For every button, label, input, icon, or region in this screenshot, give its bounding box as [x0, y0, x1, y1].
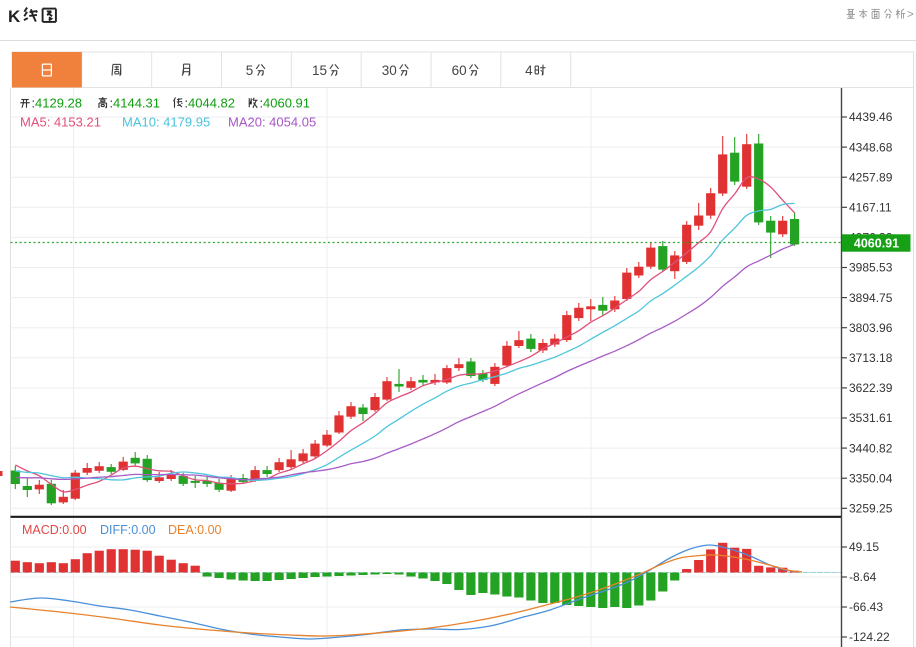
- svg-text:30: 30: [382, 63, 397, 78]
- svg-text:K: K: [8, 7, 21, 26]
- svg-text:3259.25: 3259.25: [849, 502, 893, 516]
- svg-text:4060.91: 4060.91: [854, 236, 899, 250]
- svg-text:3622.39: 3622.39: [849, 381, 893, 395]
- svg-text:3350.04: 3350.04: [849, 471, 893, 485]
- svg-text:MA20: 4054.05: MA20: 4054.05: [228, 115, 316, 130]
- svg-text:60: 60: [452, 63, 467, 78]
- svg-text:3440.82: 3440.82: [849, 441, 893, 455]
- svg-text:MA5: 4153.21: MA5: 4153.21: [20, 115, 101, 130]
- svg-text:DEA:0.00: DEA:0.00: [168, 523, 222, 537]
- svg-text:4348.68: 4348.68: [849, 140, 893, 154]
- svg-text::: :: [185, 96, 189, 111]
- svg-text:5: 5: [246, 63, 254, 78]
- svg-text::: :: [32, 96, 36, 111]
- svg-text:3894.75: 3894.75: [849, 291, 893, 305]
- svg-text:4167.11: 4167.11: [849, 201, 892, 215]
- svg-text:-124.22: -124.22: [849, 630, 890, 644]
- svg-text:3713.18: 3713.18: [849, 351, 893, 365]
- svg-text:3803.96: 3803.96: [849, 321, 893, 335]
- svg-text:4257.89: 4257.89: [849, 170, 893, 184]
- svg-text:3531.61: 3531.61: [849, 411, 893, 425]
- svg-text:4129.28: 4129.28: [35, 96, 82, 111]
- svg-text:4060.91: 4060.91: [263, 96, 310, 111]
- svg-text:4044.82: 4044.82: [188, 96, 235, 111]
- svg-text::: :: [110, 96, 114, 111]
- svg-text:-66.43: -66.43: [849, 600, 883, 614]
- svg-text:49.15: 49.15: [849, 540, 879, 554]
- svg-text:>: >: [907, 9, 914, 21]
- svg-text:DIFF:0.00: DIFF:0.00: [100, 523, 156, 537]
- svg-text::: :: [260, 96, 264, 111]
- svg-text:MACD:0.00: MACD:0.00: [22, 523, 87, 537]
- svg-text:-8.64: -8.64: [849, 570, 877, 584]
- svg-text:4144.31: 4144.31: [113, 96, 160, 111]
- svg-text:4: 4: [525, 63, 533, 78]
- svg-text:MA10: 4179.95: MA10: 4179.95: [122, 115, 210, 130]
- svg-text:4439.46: 4439.46: [849, 110, 893, 124]
- svg-text:15: 15: [312, 63, 327, 78]
- svg-text:3985.53: 3985.53: [849, 261, 893, 275]
